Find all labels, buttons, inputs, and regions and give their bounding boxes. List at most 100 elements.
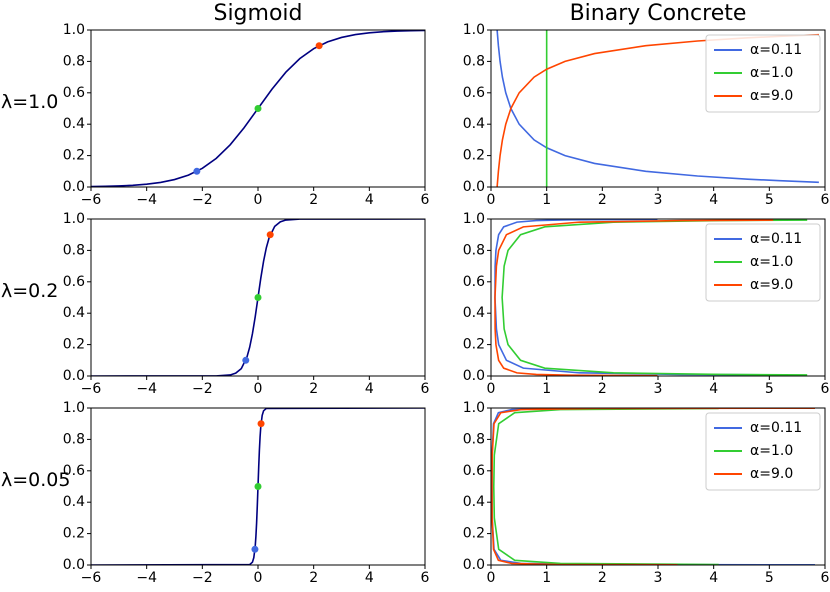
y-tick-label: 0.0: [63, 557, 85, 573]
x-tick-label: 0: [487, 570, 496, 586]
marker: [254, 105, 262, 112]
plot-area: [494, 219, 808, 376]
y-tick-label: 0.2: [463, 526, 485, 542]
x-tick-label: −4: [136, 570, 157, 586]
y-tick-label: 0.2: [63, 148, 85, 164]
legend-label: α=1.0: [750, 254, 793, 270]
x-tick-label: 1: [542, 381, 551, 397]
legend-box: [705, 223, 821, 302]
y-tick-label: 0.8: [63, 431, 85, 447]
y-tick-label: 1.0: [463, 400, 485, 416]
axes-frame: [490, 29, 826, 188]
x-tick-label: 0: [254, 381, 263, 397]
y-tick-label: 1.0: [63, 400, 85, 416]
x-tick-label: 6: [821, 192, 830, 208]
y-tick-label: 1.0: [63, 211, 85, 227]
x-tick-label: −2: [192, 192, 213, 208]
x-tick-label: −6: [81, 381, 102, 397]
marker: [254, 483, 262, 490]
legend-label: α=9.0: [750, 88, 793, 104]
plot-area: [491, 408, 815, 565]
curve: [492, 408, 719, 565]
x-tick-label: 5: [765, 192, 774, 208]
y-tick-label: 0.6: [463, 463, 485, 479]
y-tick-label: 0.6: [63, 463, 85, 479]
x-tick-label: 3: [654, 570, 663, 586]
y-tick-label: 0.2: [463, 337, 485, 353]
x-tick-label: −2: [192, 381, 213, 397]
x-tick-label: 2: [598, 192, 607, 208]
axes-frame: [490, 407, 826, 566]
axes-frame: [90, 218, 426, 377]
plot-area: [91, 408, 425, 565]
legend-box: [705, 34, 821, 113]
x-tick-label: 0: [487, 192, 496, 208]
y-tick-label: 0.8: [63, 242, 85, 258]
x-tick-label: 6: [421, 570, 430, 586]
y-tick-label: 0.4: [463, 116, 485, 132]
subplot: λ=0.2 −6 −4 −2 0 2 4 6 0.0 0.2 0.4 0.6 0.8 1.0: [1, 211, 430, 397]
subplot: 0 1 2 3 4 5 6 0.0 0.2 0.4 0.6 0.8 1.0 α=0.11 α=1.0 α=9.…: [463, 400, 830, 586]
y-tick-label: 0.6: [463, 85, 485, 101]
x-tick-label: 6: [821, 570, 830, 586]
y-tick-label: 0.0: [463, 179, 485, 195]
x-tick-label: −4: [136, 192, 157, 208]
x-tick-label: −2: [192, 570, 213, 586]
y-tick-label: 0.2: [463, 148, 485, 164]
x-tick-label: −6: [81, 570, 102, 586]
marker: [266, 231, 274, 239]
x-tick-label: 5: [765, 381, 774, 397]
x-tick-label: 2: [598, 570, 607, 586]
subplot: Binary Concrete 0 1 2 3 4 5 6 0.0 0.2 0.4 0.6 0.8 1.0…: [463, 1, 830, 208]
y-tick-label: 0.0: [463, 557, 485, 573]
legend: α=0.11 α=1.0 α=9.0: [705, 412, 821, 491]
legend-label: α=0.11: [750, 231, 802, 247]
x-tick-label: 2: [598, 381, 607, 397]
marker: [315, 42, 323, 50]
legend-label: α=0.11: [750, 42, 802, 58]
plot-area: [91, 30, 425, 187]
legend-box: [705, 412, 821, 491]
x-tick-label: 6: [821, 381, 830, 397]
x-tick-label: 2: [309, 192, 318, 208]
x-tick-label: 2: [309, 570, 318, 586]
axes-frame: [490, 218, 826, 377]
x-tick-label: 0: [487, 381, 496, 397]
x-tick-label: 3: [654, 381, 663, 397]
legend: α=0.11 α=1.0 α=9.0: [705, 34, 821, 113]
legend-label: α=1.0: [750, 443, 793, 459]
y-tick-label: 1.0: [63, 22, 85, 38]
x-tick-label: 4: [365, 570, 374, 586]
x-tick-label: 4: [709, 192, 718, 208]
x-tick-label: 4: [365, 381, 374, 397]
legend-label: α=0.11: [750, 420, 802, 436]
y-tick-label: 0.6: [463, 274, 485, 290]
marker: [257, 420, 265, 428]
x-tick-label: 6: [421, 192, 430, 208]
x-tick-label: 0: [254, 570, 263, 586]
y-tick-label: 1.0: [463, 211, 485, 227]
x-tick-label: 2: [309, 381, 318, 397]
y-tick-label: 0.8: [463, 242, 485, 258]
x-tick-label: 3: [654, 192, 663, 208]
y-tick-label: 0.6: [63, 85, 85, 101]
x-tick-label: 1: [542, 570, 551, 586]
y-tick-label: 0.0: [63, 368, 85, 384]
marker: [193, 167, 201, 175]
curve: [494, 219, 774, 376]
y-tick-label: 0.8: [63, 53, 85, 69]
y-tick-label: 1.0: [463, 22, 485, 38]
subplot: Sigmoid λ=1.0 −6 −4 −2 0 2 4 6 0.0 0.2 0.4 0.6 0.8 1.0: [1, 1, 430, 208]
row-label: λ=0.05: [1, 469, 70, 491]
y-tick-label: 0.4: [463, 305, 485, 321]
y-tick-label: 0.8: [463, 431, 485, 447]
y-tick-label: 0.8: [463, 53, 485, 69]
curve: [491, 408, 815, 565]
x-tick-label: −4: [136, 381, 157, 397]
axes-frame: [90, 29, 426, 188]
legend: α=0.11 α=1.0 α=9.0: [705, 223, 821, 302]
y-tick-label: 0.4: [63, 494, 85, 510]
y-tick-label: 0.4: [463, 494, 485, 510]
y-tick-label: 0.0: [463, 368, 485, 384]
marker: [254, 294, 262, 301]
